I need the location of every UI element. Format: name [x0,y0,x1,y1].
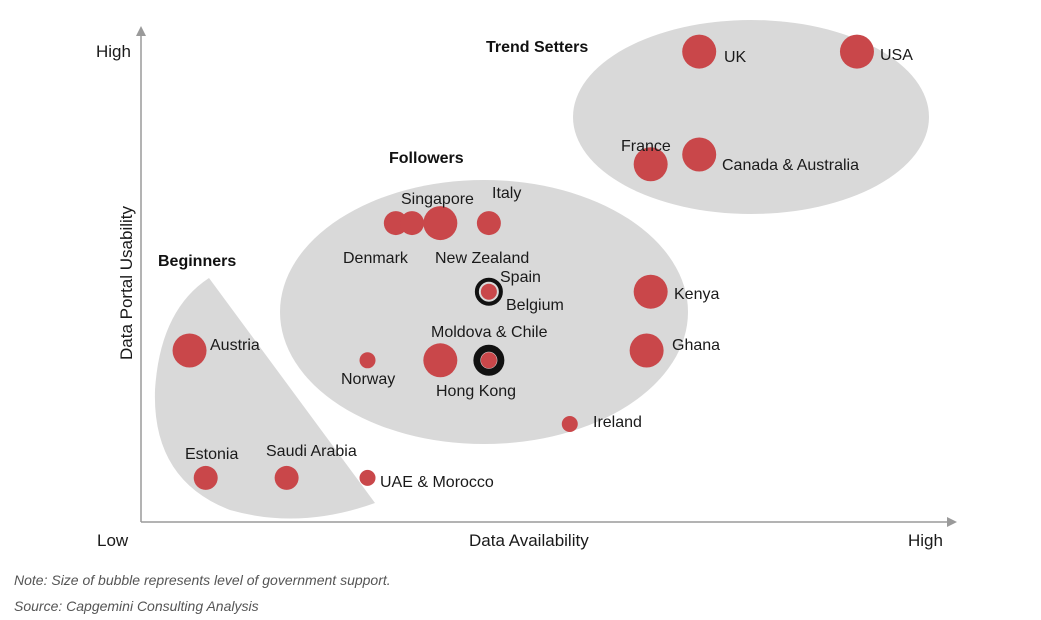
bubble-saudi-arabia-19 [274,465,299,490]
point-label-usa: USA [880,47,913,64]
bubble-hong-kong-14 [423,343,458,378]
bubble-uae-morocco-20 [359,469,376,486]
point-label-ireland: Ireland [593,414,642,431]
y-high-label: High [96,42,131,61]
group-area-trend-setters [573,20,929,214]
bubble-ghana-15 [629,333,664,368]
x-high-label: High [908,531,943,550]
bubble-denmark-5 [400,211,425,236]
x-low-label: Low [97,531,129,550]
point-label-austria: Austria [210,337,260,354]
x-axis-arrow [947,517,957,527]
group-label-followers: Followers [389,150,464,167]
bubble-france-2 [633,147,668,182]
bubbles-layer [172,34,874,490]
bubble-italy-7 [476,211,501,236]
point-label-saudi-arabia: Saudi Arabia [266,443,357,460]
bubble-estonia-18 [193,465,218,490]
point-label-uae-morocco: UAE & Morocco [380,474,494,491]
bubble-moldova-chile-12 [480,352,497,369]
bubble-singapore-6 [423,206,458,241]
bubble-usa-1 [839,34,874,69]
point-label-ghana: Ghana [672,337,720,354]
bubble-uk-0 [682,34,717,69]
point-label-denmark: Denmark [343,250,409,267]
bubble-ring-moldova-chile [473,344,505,376]
point-label-spain: Spain [500,269,541,286]
bubble-labels-layer: UK USA France Canada & Australia Denmark… [185,47,913,491]
point-label-moldova-chile: Moldova & Chile [431,324,548,341]
point-label-france: France [621,138,671,155]
y-axis-arrow [136,26,146,36]
bubble-canada-australia-3 [682,137,717,172]
point-label-norway: Norway [341,371,395,388]
bubble-chart: Trend Setters Followers Beginners High L… [96,20,957,550]
point-label-kenya: Kenya [674,286,719,303]
bubble-norway-13 [359,352,376,369]
bubble-austria-17 [172,333,207,368]
point-label-hong-kong: Hong Kong [436,383,516,400]
group-area-beginners [154,278,375,519]
point-label-belgium: Belgium [506,297,564,314]
point-label-italy: Italy [492,185,521,202]
point-label-uk: UK [724,49,747,66]
point-label-estonia: Estonia [185,446,238,463]
group-label-beginners: Beginners [158,253,236,270]
y-axis-title: Data Portal Usability [117,205,136,360]
chart-source: Source: Capgemini Consulting Analysis [14,598,259,614]
group-label-trend-setters: Trend Setters [486,39,588,56]
bubble-ring-spain [474,277,503,306]
point-label-singapore: Singapore [401,191,474,208]
group-area-followers [280,180,688,444]
point-label-new-zealand: New Zealand [435,250,529,267]
bubble-ireland-16 [561,416,578,432]
point-label-canada-australia: Canada & Australia [722,157,859,174]
bubble-spain-9 [480,283,497,300]
bubble-kenya-11 [633,274,668,309]
chart-note: Note: Size of bubble represents level of… [14,572,391,588]
x-axis-title: Data Availability [469,531,589,550]
